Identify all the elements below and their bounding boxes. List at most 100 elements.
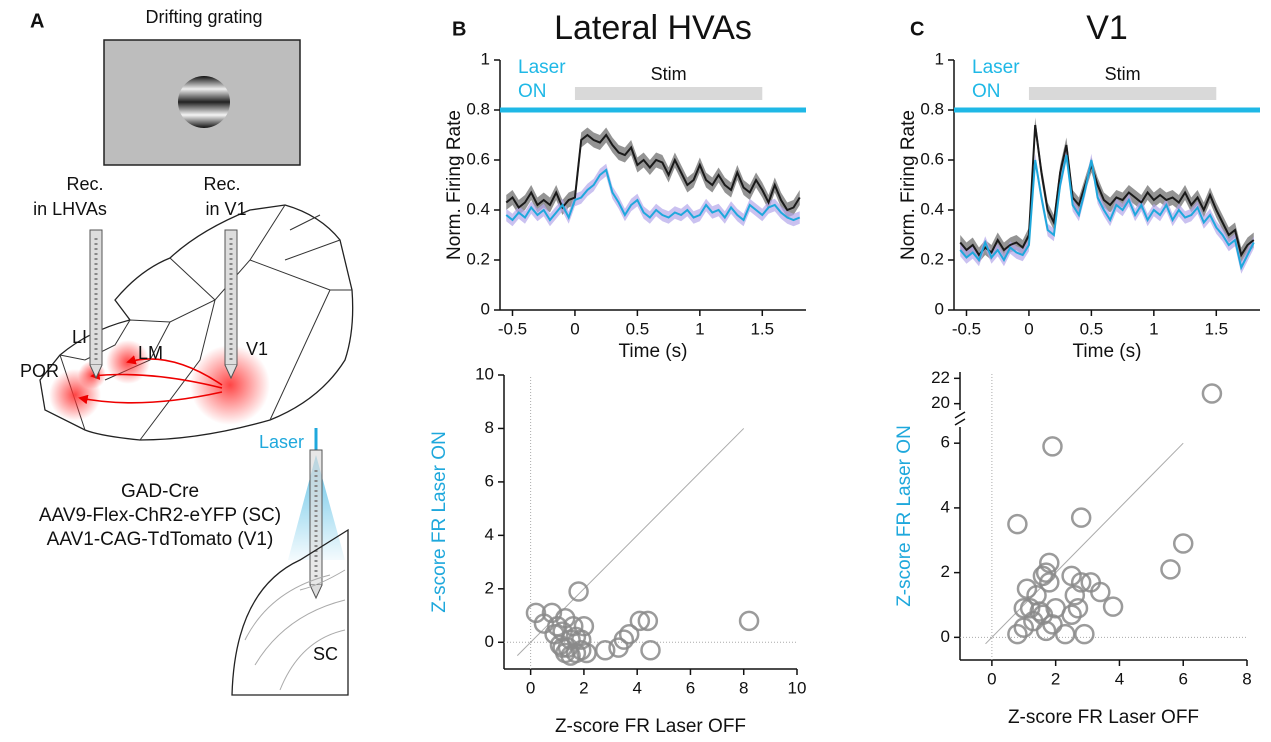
- y-tick-label: 0: [485, 632, 494, 651]
- stimulus-label: Drifting grating: [145, 7, 262, 27]
- series-line: [505, 133, 801, 212]
- projection-arrow: [126, 355, 223, 386]
- point: [544, 624, 565, 645]
- x-axis-label: Z-score FR Laser OFF: [1008, 707, 1199, 728]
- probe-tip: [309, 584, 323, 600]
- probe-tip: [89, 364, 103, 380]
- x-tick-label: 10: [788, 678, 807, 697]
- construct: AAV9-Flex-ChR2-eYFP (SC): [39, 505, 281, 526]
- axis-break: [954, 411, 966, 426]
- x-axis-label: Z-score FR Laser OFF: [555, 716, 746, 737]
- x-tick-label: 1.5: [750, 319, 774, 338]
- point: [637, 610, 659, 632]
- y-tick-label: 0.4: [920, 199, 944, 218]
- grating: [178, 76, 230, 128]
- error-band: [960, 148, 1254, 274]
- y-tick-label: 0: [481, 299, 490, 318]
- panel-a: A Drifting grating Rec. in LHVAs Rec. in…: [20, 7, 354, 696]
- point: [613, 629, 635, 650]
- point: [573, 615, 595, 637]
- point: [1201, 383, 1223, 404]
- x-tick-label: 0: [570, 319, 579, 338]
- sc-layers: [244, 569, 346, 691]
- x-tick-label: -0.5: [952, 319, 981, 338]
- y-tick-label: 22: [931, 368, 950, 387]
- x-tick-label: 1: [1149, 319, 1158, 338]
- y-tick-label: 0.6: [920, 149, 944, 168]
- point: [1032, 565, 1054, 587]
- point: [618, 624, 640, 645]
- laser-label: ON: [972, 81, 1001, 102]
- y-tick-label: 6: [941, 433, 950, 452]
- y-axis-label: Norm. Firing Rate: [444, 110, 465, 260]
- chart-title: Lateral HVAs: [554, 9, 752, 47]
- point: [1007, 513, 1028, 535]
- point: [1067, 597, 1089, 619]
- point: [1064, 585, 1086, 606]
- area-label: LM: [138, 343, 163, 363]
- point: [541, 602, 563, 624]
- point: [1090, 581, 1111, 603]
- stim-bar: [574, 87, 763, 100]
- identity-line: [985, 442, 1184, 645]
- laser-label: Laser: [972, 57, 1020, 78]
- point: [570, 629, 592, 650]
- x-tick-label: 6: [686, 678, 695, 697]
- y-tick-label: 8: [485, 418, 494, 437]
- point: [629, 610, 651, 632]
- x-tick-label: 8: [739, 678, 748, 697]
- x-tick-label: -0.5: [498, 319, 527, 338]
- chart-title: V1: [1086, 9, 1128, 47]
- y-tick-label: 0.4: [466, 199, 490, 218]
- y-tick-label: 4: [485, 525, 494, 544]
- point: [1070, 572, 1092, 593]
- y-axis-label: Z-score FR Laser ON: [429, 431, 450, 613]
- glow: [190, 345, 270, 425]
- x-tick-label: 6: [1178, 669, 1187, 688]
- rec-label: Rec.: [203, 174, 240, 194]
- rec-label: in LHVAs: [33, 199, 107, 219]
- panel-label: B: [452, 18, 466, 40]
- x-tick-label: 4: [632, 678, 641, 697]
- x-tick-label: 8: [1242, 669, 1251, 688]
- y-tick-label: 1: [481, 49, 490, 68]
- point: [1061, 604, 1082, 625]
- series-line: [505, 168, 801, 222]
- stim-label: Stim: [651, 64, 687, 84]
- area-label: V1: [246, 339, 268, 359]
- area-label: LI: [72, 327, 87, 347]
- x-tick-label: 1: [695, 319, 704, 338]
- y-axis-label: Z-score FR Laser ON: [894, 425, 915, 607]
- point: [1035, 562, 1057, 583]
- laser-label: ON: [518, 81, 547, 102]
- point: [1042, 436, 1063, 457]
- area-label: POR: [20, 361, 59, 381]
- construct: GAD-Cre: [121, 481, 199, 502]
- point: [1035, 620, 1057, 642]
- x-tick-label: 4: [1115, 669, 1124, 688]
- point: [1013, 597, 1035, 619]
- y-tick-label: 2: [485, 578, 494, 597]
- y-tick-label: 4: [941, 497, 950, 516]
- sc-slice: [231, 528, 349, 696]
- point: [568, 581, 589, 602]
- y-tick-label: 0.2: [466, 249, 490, 268]
- x-tick-label: 0: [987, 669, 996, 688]
- point: [1054, 623, 1076, 645]
- x-tick-label: 0: [1024, 319, 1033, 338]
- probe-tip: [224, 364, 238, 380]
- series-line: [959, 124, 1255, 258]
- x-axis-label: Time (s): [1073, 341, 1142, 362]
- y-tick-label: 0.8: [920, 99, 944, 118]
- y-tick-label: 0.2: [920, 249, 944, 268]
- sc-label: SC: [313, 644, 338, 664]
- x-tick-label: 1.5: [1204, 319, 1228, 338]
- x-tick-label: 2: [1051, 669, 1060, 688]
- x-tick-label: 0: [526, 678, 535, 697]
- laser-label: Laser: [259, 432, 304, 452]
- x-tick-label: 0.5: [1080, 319, 1104, 338]
- y-tick-label: 6: [485, 471, 494, 490]
- point: [1007, 623, 1028, 645]
- point: [1074, 623, 1095, 645]
